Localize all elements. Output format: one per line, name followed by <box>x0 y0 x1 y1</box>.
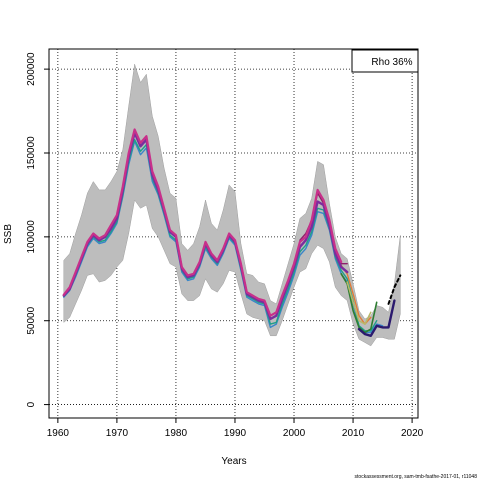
confidence-band-area <box>63 64 401 347</box>
y-tick-label: 0 <box>26 401 37 407</box>
y-tick-label: 50000 <box>26 306 37 334</box>
y-axis: 0 50000 100000 150000 200000 <box>26 52 49 407</box>
y-tick-label: 100000 <box>26 220 37 254</box>
x-axis: 1960 1970 1980 1990 2000 2010 2020 <box>47 418 424 439</box>
y-tick-label: 200000 <box>26 52 37 86</box>
series-line <box>357 299 396 337</box>
x-tick-label: 1990 <box>224 428 247 439</box>
series-line <box>346 281 372 325</box>
x-axis-label: Years <box>221 456 246 467</box>
annotation-box <box>351 49 419 73</box>
x-tick-label: 1970 <box>106 428 129 439</box>
confidence-band <box>63 64 401 347</box>
y-axis-label: SSB <box>3 224 14 244</box>
series-line <box>62 128 343 317</box>
x-tick-label: 1980 <box>165 428 188 439</box>
y-tick-label: 150000 <box>26 136 37 170</box>
x-tick-label: 2010 <box>342 428 365 439</box>
series-lines <box>62 128 402 337</box>
credit-text: stockassessment.org, sam-tmb-fsathe-2017… <box>355 474 478 480</box>
x-tick-label: 2020 <box>401 428 424 439</box>
x-tick-label: 1960 <box>47 428 70 439</box>
plot-frame <box>48 48 419 419</box>
annotation-text: Rho 36% <box>371 57 412 68</box>
series-line <box>387 274 402 305</box>
x-tick-label: 2000 <box>283 428 306 439</box>
